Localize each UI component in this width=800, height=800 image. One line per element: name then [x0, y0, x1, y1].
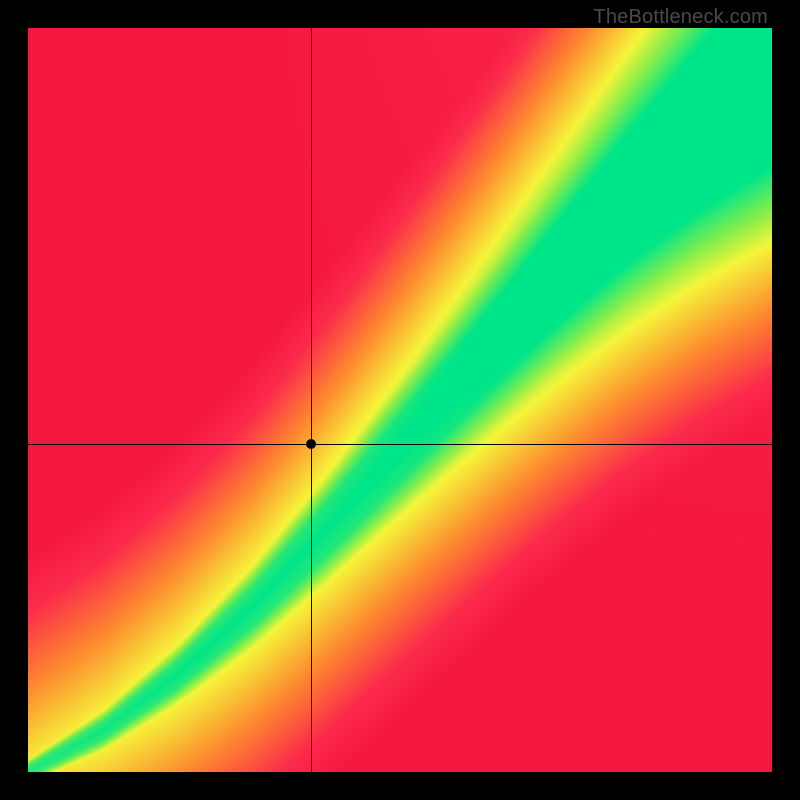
watermark-text: TheBottleneck.com — [593, 6, 768, 29]
bottleneck-heatmap — [28, 28, 772, 772]
crosshair-horizontal — [28, 444, 772, 445]
selection-marker-dot — [306, 439, 316, 449]
plot-frame — [28, 28, 772, 772]
crosshair-vertical — [311, 28, 312, 772]
